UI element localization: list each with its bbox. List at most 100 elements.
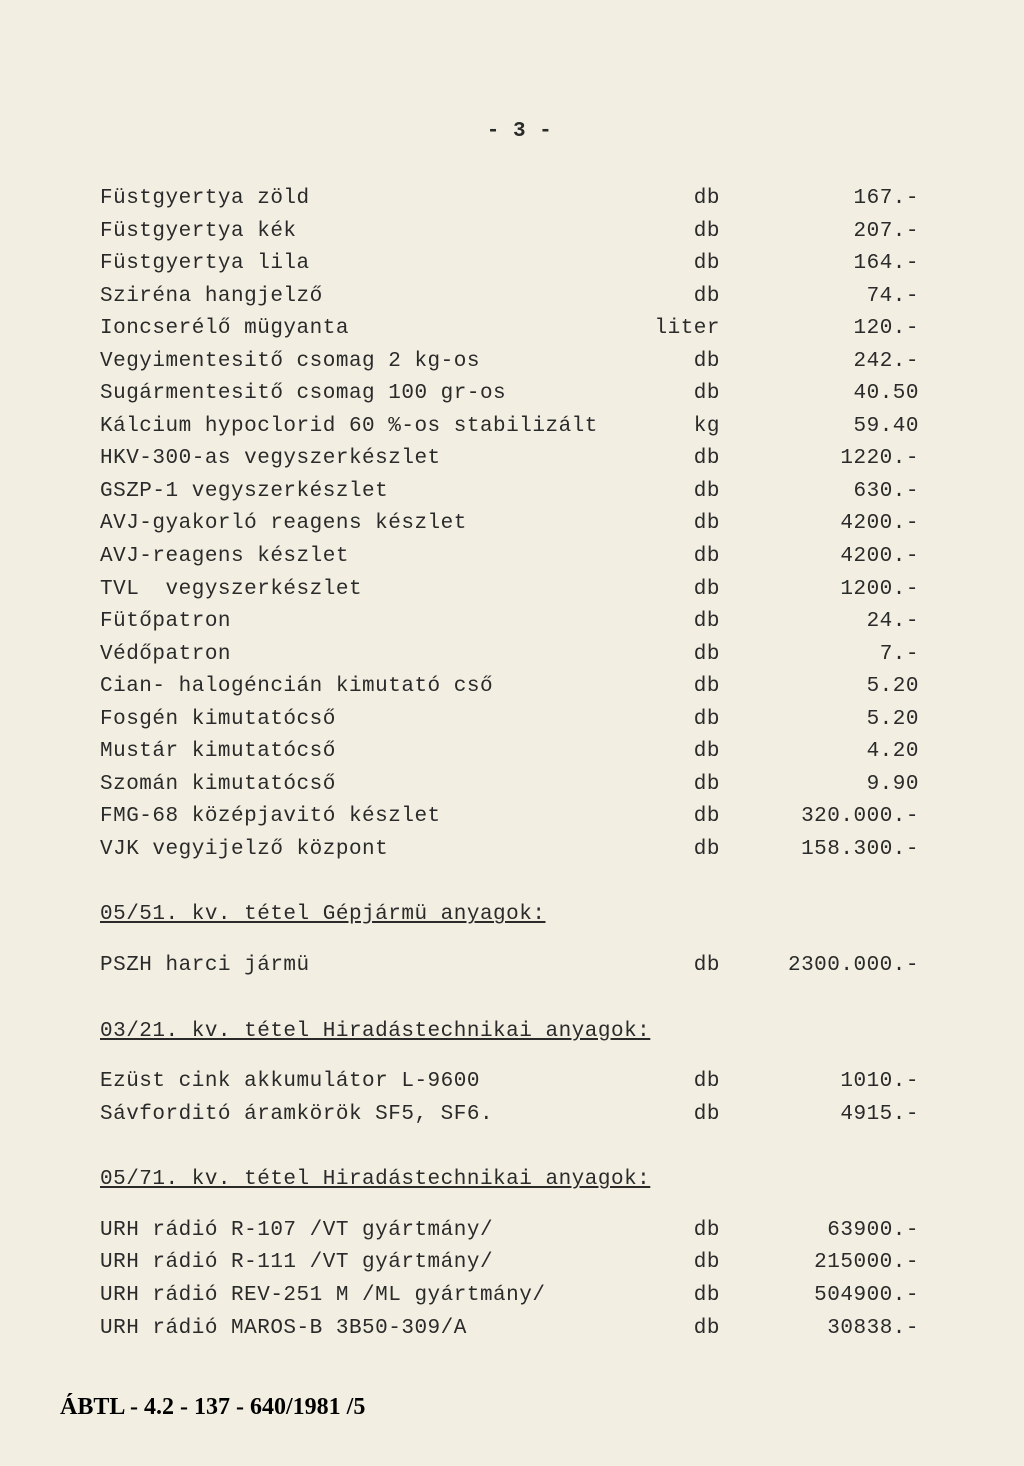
item-row: FMG-68 középjavitó készletdb320.000.- [100,801,939,834]
archive-reference: ÁBTL - 4.2 - 137 - 640/1981 /5 [60,1394,365,1421]
item-price: 5.20 [720,704,939,737]
item-unit: db [620,769,720,802]
document-body: Füstgyertya zölddb167.-Füstgyertya kékdb… [100,183,939,1345]
page-number: - 3 - [100,120,939,143]
item-description: Fosgén kimutatócső [100,704,620,737]
item-row: Füstgyertya zölddb167.- [100,183,939,216]
item-row: Sziréna hangjelződb74.- [100,281,939,314]
item-description: Ezüst cink akkumulátor L-9600 [100,1066,620,1099]
item-row: URH rádió REV-251 M /ML gyártmány/db5049… [100,1280,939,1313]
item-price: 215000.- [720,1247,939,1280]
item-row: Szomán kimutatócsődb9.90 [100,769,939,802]
item-row: URH rádió R-111 /VT gyártmány/db215000.- [100,1247,939,1280]
item-price: 630.- [720,476,939,509]
item-price: 74.- [720,281,939,314]
item-row: GSZP-1 vegyszerkészletdb630.- [100,476,939,509]
item-row: AVJ-reagens készletdb4200.- [100,541,939,574]
item-row: Sugármentesitő csomag 100 gr-osdb40.50 [100,378,939,411]
item-price: 2300.000.- [720,950,939,983]
item-description: GSZP-1 vegyszerkészlet [100,476,620,509]
item-unit: db [620,508,720,541]
item-price: 24.- [720,606,939,639]
item-price: 4200.- [720,508,939,541]
item-row: Fosgén kimutatócsődb5.20 [100,704,939,737]
item-price: 4915.- [720,1099,939,1132]
item-price: 7.- [720,639,939,672]
item-unit: db [620,1280,720,1313]
item-price: 4.20 [720,736,939,769]
item-description: HKV-300-as vegyszerkészlet [100,443,620,476]
item-unit: db [620,639,720,672]
section-heading: 03/21. kv. tétel Hiradástechnikai anyago… [100,1015,939,1049]
item-price: 59.40 [720,411,939,444]
item-description: Füstgyertya lila [100,248,620,281]
item-description: Sziréna hangjelző [100,281,620,314]
item-row: Fütőpatrondb24.- [100,606,939,639]
item-row: Kálcium hypoclorid 60 %-os stabilizáltkg… [100,411,939,444]
item-description: URH rádió REV-251 M /ML gyártmány/ [100,1280,620,1313]
item-row: Vegyimentesitő csomag 2 kg-osdb242.- [100,346,939,379]
item-price: 158.300.- [720,834,939,867]
item-unit: db [620,378,720,411]
item-description: Ioncserélő mügyanta [100,313,620,346]
section-heading: 05/51. kv. tétel Gépjármü anyagok: [100,898,939,932]
item-unit: db [620,834,720,867]
item-unit: db [620,183,720,216]
item-price: 167.- [720,183,939,216]
item-unit: db [620,1313,720,1346]
item-unit: db [620,346,720,379]
item-price: 40.50 [720,378,939,411]
item-price: 9.90 [720,769,939,802]
item-row: TVL vegyszerkészletdb1200.- [100,574,939,607]
item-unit: db [620,704,720,737]
item-description: URH rádió R-107 /VT gyártmány/ [100,1215,620,1248]
item-row: PSZH harci jármüdb2300.000.- [100,950,939,983]
item-unit: db [620,1066,720,1099]
item-description: Fütőpatron [100,606,620,639]
item-description: Cian- halogéncián kimutató cső [100,671,620,704]
item-row: Mustár kimutatócsődb4.20 [100,736,939,769]
item-unit: db [620,574,720,607]
item-price: 5.20 [720,671,939,704]
item-price: 207.- [720,216,939,249]
item-description: Sugármentesitő csomag 100 gr-os [100,378,620,411]
item-price: 30838.- [720,1313,939,1346]
item-price: 120.- [720,313,939,346]
item-unit: db [620,216,720,249]
item-description: FMG-68 középjavitó készlet [100,801,620,834]
item-unit: liter [620,313,720,346]
item-unit: db [620,281,720,314]
item-row: Cian- halogéncián kimutató csődb5.20 [100,671,939,704]
item-price: 1220.- [720,443,939,476]
item-description: Vegyimentesitő csomag 2 kg-os [100,346,620,379]
item-row: Ezüst cink akkumulátor L-9600db1010.- [100,1066,939,1099]
item-description: AVJ-gyakorló reagens készlet [100,508,620,541]
item-description: Mustár kimutatócső [100,736,620,769]
item-row: Sávforditó áramkörök SF5, SF6.db4915.- [100,1099,939,1132]
item-price: 1200.- [720,574,939,607]
item-description: VJK vegyijelző központ [100,834,620,867]
item-unit: db [620,671,720,704]
item-price: 1010.- [720,1066,939,1099]
item-price: 63900.- [720,1215,939,1248]
item-price: 242.- [720,346,939,379]
item-description: Sávforditó áramkörök SF5, SF6. [100,1099,620,1132]
item-description: AVJ-reagens készlet [100,541,620,574]
item-price: 4200.- [720,541,939,574]
item-unit: db [620,736,720,769]
section-heading: 05/71. kv. tétel Hiradástechnikai anyago… [100,1163,939,1197]
item-unit: kg [620,411,720,444]
item-unit: db [620,1099,720,1132]
item-description: URH rádió MAROS-B 3B50-309/A [100,1313,620,1346]
item-price: 504900.- [720,1280,939,1313]
item-unit: db [620,541,720,574]
item-row: Füstgyertya liladb164.- [100,248,939,281]
item-description: URH rádió R-111 /VT gyártmány/ [100,1247,620,1280]
item-description: Füstgyertya kék [100,216,620,249]
item-row: Védőpatrondb7.- [100,639,939,672]
item-description: TVL vegyszerkészlet [100,574,620,607]
item-description: Kálcium hypoclorid 60 %-os stabilizált [100,411,620,444]
item-row: Ioncserélő mügyantaliter120.- [100,313,939,346]
item-row: AVJ-gyakorló reagens készletdb4200.- [100,508,939,541]
item-unit: db [620,1215,720,1248]
